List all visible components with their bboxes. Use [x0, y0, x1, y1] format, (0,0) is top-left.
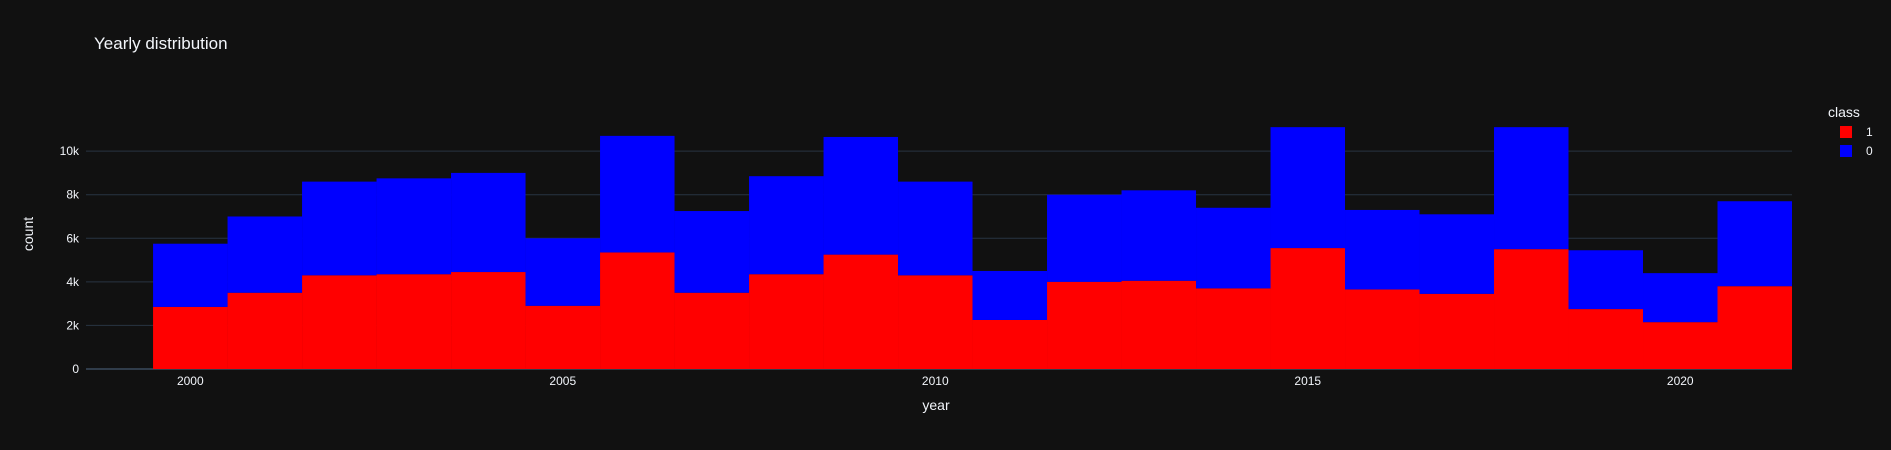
bar-series-1-2002 — [302, 275, 377, 369]
bar-series-1-2006 — [600, 252, 675, 369]
bar-series-0-2020 — [1643, 273, 1718, 323]
legend: class 1 0 — [1828, 104, 1873, 158]
bar-series-0-2015 — [1270, 127, 1346, 249]
bar-series-0-2021 — [1717, 201, 1792, 287]
bar-series-1-2008 — [749, 274, 824, 369]
bar-series-0-2017 — [1419, 214, 1495, 294]
bar-series-0-2001 — [227, 216, 303, 293]
bar-series-1-2011 — [972, 319, 1048, 369]
y-tick-label: 6k — [66, 231, 80, 245]
bar-series-1-2020 — [1643, 322, 1718, 369]
bar-series-0-2009 — [823, 136, 899, 255]
bar-series-1-2019 — [1568, 309, 1644, 369]
bar-series-1-2003 — [376, 274, 452, 369]
legend-swatch-1[interactable] — [1840, 126, 1852, 138]
x-axis-title: year — [922, 397, 950, 413]
bar-series-1-2004 — [451, 272, 526, 369]
x-tick-label: 2000 — [177, 374, 204, 388]
bar-series-1-2013 — [1121, 280, 1197, 369]
bars — [153, 127, 1792, 369]
bar-series-0-2018 — [1494, 127, 1569, 250]
bar-series-1-2009 — [823, 254, 899, 369]
bar-series-0-2005 — [525, 238, 601, 306]
x-axis-ticks: 2000 2005 2010 2015 2020 — [177, 374, 1694, 388]
bar-series-0-2004 — [451, 172, 526, 273]
bar-series-0-2019 — [1568, 250, 1644, 310]
bar-series-1-2014 — [1196, 288, 1271, 369]
bar-series-0-2010 — [898, 181, 973, 276]
bar-series-0-2000 — [153, 243, 228, 307]
bar-series-1-2021 — [1717, 286, 1792, 369]
bar-series-0-2002 — [302, 181, 377, 276]
legend-title: class — [1828, 104, 1860, 120]
bar-series-0-2008 — [749, 176, 824, 275]
y-tick-label: 8k — [66, 188, 80, 202]
bar-series-0-2003 — [376, 178, 452, 275]
legend-swatch-0[interactable] — [1840, 145, 1852, 157]
bar-series-0-2007 — [674, 211, 750, 293]
legend-label-1[interactable]: 1 — [1866, 125, 1873, 139]
bar-series-1-2012 — [1047, 281, 1122, 369]
y-tick-label: 10k — [60, 144, 80, 158]
bar-series-1-2017 — [1419, 293, 1495, 369]
y-tick-label: 4k — [66, 275, 80, 289]
bar-series-0-2014 — [1196, 207, 1271, 289]
bar-series-0-2011 — [972, 270, 1048, 320]
bar-series-1-2018 — [1494, 249, 1569, 369]
bar-series-1-2016 — [1345, 289, 1420, 369]
x-tick-label: 2020 — [1667, 374, 1694, 388]
y-tick-label: 0 — [72, 362, 79, 376]
y-tick-label: 2k — [66, 318, 80, 332]
bar-series-0-2016 — [1345, 209, 1420, 290]
x-tick-label: 2005 — [549, 374, 576, 388]
x-tick-label: 2015 — [1294, 374, 1321, 388]
bar-series-1-2005 — [525, 305, 601, 369]
y-axis-ticks: 0 2k 4k 6k 8k 10k — [60, 144, 80, 376]
bar-series-1-2000 — [153, 306, 228, 369]
bar-series-1-2015 — [1270, 248, 1346, 369]
bar-series-1-2007 — [674, 292, 750, 369]
bar-series-1-2001 — [227, 292, 303, 369]
bar-series-0-2006 — [600, 135, 675, 253]
legend-label-0[interactable]: 0 — [1866, 144, 1873, 158]
y-axis-title: count — [20, 217, 36, 251]
bar-series-1-2010 — [898, 275, 973, 369]
x-tick-label: 2010 — [922, 374, 949, 388]
chart-title: Yearly distribution — [94, 34, 228, 53]
bar-series-0-2013 — [1121, 190, 1197, 281]
bar-series-0-2012 — [1047, 194, 1122, 282]
